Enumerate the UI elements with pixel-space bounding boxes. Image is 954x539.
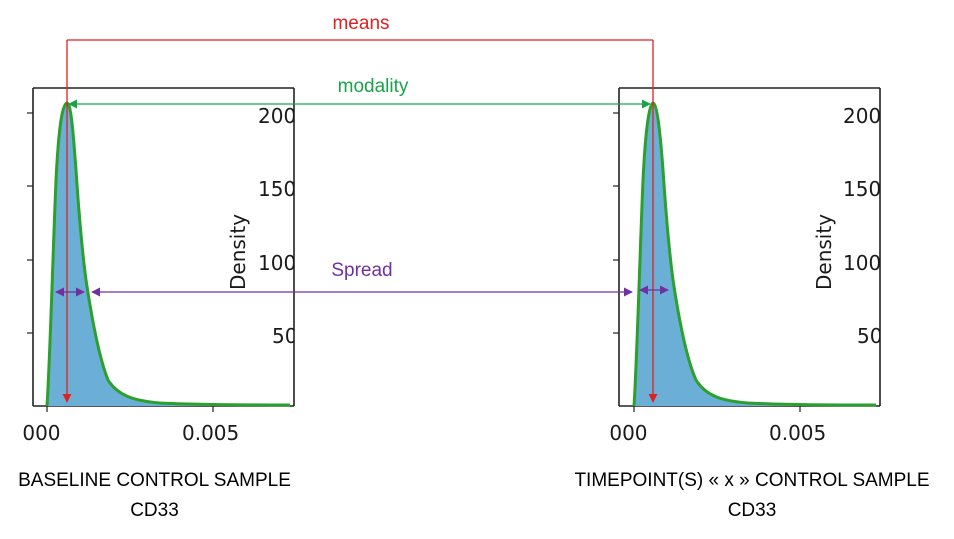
left-density-area xyxy=(47,103,290,406)
right-x-tick-label: .000 xyxy=(603,421,648,445)
left-y-tick-label: 50 xyxy=(272,324,297,348)
right-density-curve xyxy=(632,101,877,407)
right-density-area xyxy=(634,103,876,406)
modality-label: modality xyxy=(338,76,409,97)
right-y-tick-label: 100 xyxy=(843,251,881,275)
modality-annotation: modality xyxy=(68,76,651,109)
left-caption-marker: CD33 xyxy=(130,500,179,521)
spread-annotation: Spread xyxy=(55,260,669,297)
right-y-axis-label: Density xyxy=(812,214,836,290)
right-caption-title: TIMEPOINT(S) « x » CONTROL SAMPLE xyxy=(574,470,930,491)
left-density-curve xyxy=(45,101,291,407)
left-density-plot: 200 150 100 50 Density .000 0.005 xyxy=(16,87,297,445)
left-y-tick-label: 200 xyxy=(258,104,296,128)
right-y-tick-label: 50 xyxy=(857,324,882,348)
means-annotation: means xyxy=(62,13,658,403)
left-caption: BASELINE CONTROL SAMPLE CD33 xyxy=(2,466,307,526)
right-y-tick-label: 200 xyxy=(843,104,881,128)
spread-label: Spread xyxy=(331,260,392,281)
left-y-tick-label: 150 xyxy=(258,177,296,201)
right-density-plot: 200 150 100 50 Density .000 0.005 xyxy=(603,87,882,445)
left-x-tick-label: 0.005 xyxy=(182,421,239,445)
left-y-tick-label: 100 xyxy=(258,251,296,275)
left-y-axis-label: Density xyxy=(226,214,250,290)
right-caption-marker: CD33 xyxy=(727,500,777,521)
left-x-tick-label: .000 xyxy=(16,421,61,445)
right-x-tick-label: 0.005 xyxy=(769,421,826,445)
left-caption-title: BASELINE CONTROL SAMPLE xyxy=(18,470,291,491)
right-y-tick-label: 150 xyxy=(843,177,881,201)
right-caption: TIMEPOINT(S) « x » CONTROL SAMPLE CD33 xyxy=(560,466,944,526)
means-label: means xyxy=(332,13,389,34)
